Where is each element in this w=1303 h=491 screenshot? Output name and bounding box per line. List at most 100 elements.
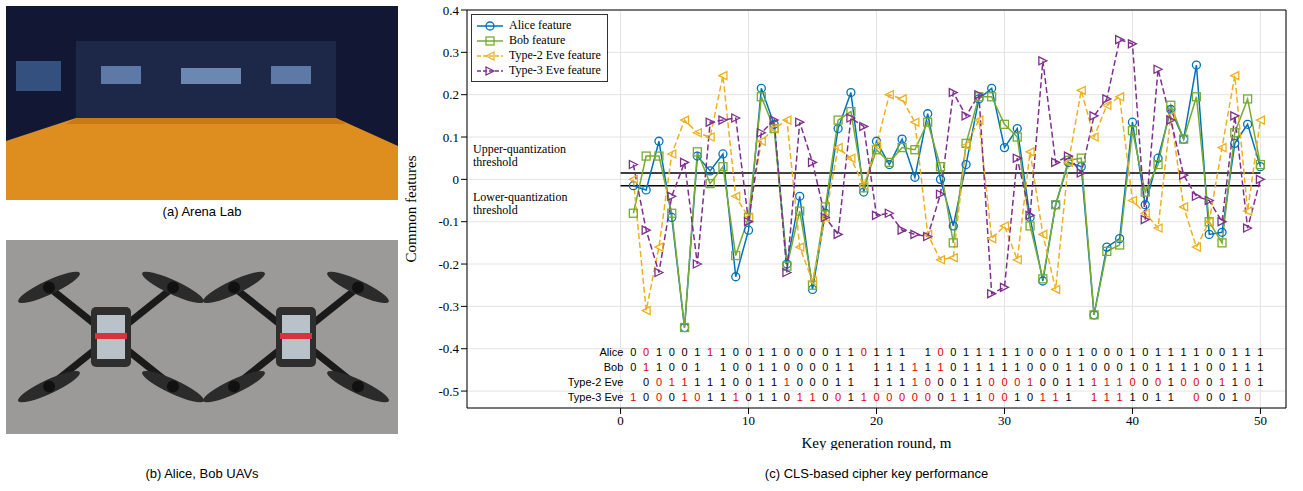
svg-text:1: 1 xyxy=(899,376,905,388)
svg-text:0: 0 xyxy=(784,346,790,358)
svg-text:1: 1 xyxy=(771,346,777,358)
svg-text:0: 0 xyxy=(1206,376,1212,388)
svg-text:0: 0 xyxy=(1104,361,1110,373)
svg-text:0: 0 xyxy=(809,376,815,388)
svg-text:1: 1 xyxy=(1027,376,1033,388)
svg-text:0: 0 xyxy=(1245,376,1251,388)
svg-text:1: 1 xyxy=(1181,361,1187,373)
svg-text:0: 0 xyxy=(694,391,700,403)
svg-text:50: 50 xyxy=(1254,413,1267,428)
svg-text:1: 1 xyxy=(656,361,662,373)
svg-text:1: 1 xyxy=(656,346,662,358)
svg-text:1: 1 xyxy=(707,376,713,388)
svg-text:1: 1 xyxy=(771,361,777,373)
svg-text:0: 0 xyxy=(950,361,956,373)
svg-text:0: 0 xyxy=(630,346,636,358)
svg-text:1: 1 xyxy=(848,376,854,388)
svg-text:0: 0 xyxy=(1219,361,1225,373)
svg-text:1: 1 xyxy=(976,376,982,388)
svg-text:1: 1 xyxy=(694,346,700,358)
svg-text:0: 0 xyxy=(733,376,739,388)
svg-text:1: 1 xyxy=(1065,376,1071,388)
svg-text:0: 0 xyxy=(822,391,828,403)
svg-text:1: 1 xyxy=(989,361,995,373)
svg-text:0: 0 xyxy=(669,361,675,373)
svg-text:1: 1 xyxy=(1078,346,1084,358)
svg-text:1: 1 xyxy=(950,391,956,403)
svg-text:0: 0 xyxy=(745,376,751,388)
svg-text:1: 1 xyxy=(1219,376,1225,388)
svg-text:20: 20 xyxy=(870,413,883,428)
svg-text:1: 1 xyxy=(733,391,739,403)
svg-text:1: 1 xyxy=(707,391,713,403)
svg-text:1: 1 xyxy=(937,361,943,373)
svg-text:1: 1 xyxy=(1155,361,1161,373)
svg-text:1: 1 xyxy=(797,391,803,403)
svg-text:30: 30 xyxy=(998,413,1011,428)
svg-text:1: 1 xyxy=(758,361,764,373)
svg-text:1: 1 xyxy=(1001,346,1007,358)
svg-text:0: 0 xyxy=(1219,346,1225,358)
svg-text:0: 0 xyxy=(1053,376,1059,388)
svg-text:1: 1 xyxy=(1245,361,1251,373)
svg-text:0: 0 xyxy=(681,361,687,373)
svg-text:0: 0 xyxy=(835,391,841,403)
svg-text:0: 0 xyxy=(1001,376,1007,388)
svg-text:0: 0 xyxy=(1129,376,1135,388)
svg-text:0: 0 xyxy=(950,376,956,388)
svg-text:1: 1 xyxy=(1104,391,1110,403)
svg-text:1: 1 xyxy=(758,376,764,388)
svg-text:Type-2 Eve: Type-2 Eve xyxy=(568,376,624,388)
svg-text:1: 1 xyxy=(1078,376,1084,388)
svg-text:0: 0 xyxy=(1104,346,1110,358)
svg-text:0: 0 xyxy=(1027,391,1033,403)
svg-text:1: 1 xyxy=(1181,346,1187,358)
svg-text:1: 1 xyxy=(899,346,905,358)
svg-text:0.4: 0.4 xyxy=(443,3,460,18)
svg-text:1: 1 xyxy=(1155,346,1161,358)
svg-text:0: 0 xyxy=(681,346,687,358)
svg-text:0: 0 xyxy=(989,376,995,388)
svg-text:1: 1 xyxy=(809,391,815,403)
svg-text:0: 0 xyxy=(1117,346,1123,358)
svg-text:1: 1 xyxy=(886,346,892,358)
svg-text:-0.3: -0.3 xyxy=(438,299,459,314)
svg-text:Common features: Common features xyxy=(403,155,419,262)
svg-text:0: 0 xyxy=(937,376,943,388)
svg-text:0: 0 xyxy=(861,346,867,358)
svg-text:1: 1 xyxy=(630,391,636,403)
svg-text:Key generation round, m: Key generation round, m xyxy=(802,435,952,450)
svg-text:0: 0 xyxy=(1193,376,1199,388)
svg-text:1: 1 xyxy=(1129,361,1135,373)
svg-text:0: 0 xyxy=(745,346,751,358)
svg-text:1: 1 xyxy=(1257,361,1263,373)
svg-text:1: 1 xyxy=(873,346,879,358)
svg-text:40: 40 xyxy=(1126,413,1139,428)
svg-text:1: 1 xyxy=(643,361,649,373)
svg-text:0: 0 xyxy=(784,361,790,373)
svg-text:1: 1 xyxy=(976,391,982,403)
svg-text:0: 0 xyxy=(1142,361,1148,373)
svg-text:1: 1 xyxy=(1117,376,1123,388)
svg-text:0: 0 xyxy=(1027,346,1033,358)
svg-text:0: 0 xyxy=(822,361,828,373)
svg-text:1: 1 xyxy=(681,376,687,388)
svg-text:0.1: 0.1 xyxy=(443,130,459,145)
svg-text:1: 1 xyxy=(925,361,931,373)
svg-text:0: 0 xyxy=(733,361,739,373)
svg-text:1: 1 xyxy=(669,376,675,388)
svg-text:0: 0 xyxy=(809,346,815,358)
svg-text:1: 1 xyxy=(963,361,969,373)
svg-text:1: 1 xyxy=(912,376,918,388)
svg-text:0: 0 xyxy=(453,172,460,187)
svg-text:1: 1 xyxy=(835,376,841,388)
svg-text:1: 1 xyxy=(963,391,969,403)
svg-text:1: 1 xyxy=(963,376,969,388)
svg-text:Alice: Alice xyxy=(600,346,624,358)
svg-text:0: 0 xyxy=(1142,391,1148,403)
svg-text:0: 0 xyxy=(950,346,956,358)
svg-text:1: 1 xyxy=(976,361,982,373)
svg-text:0: 0 xyxy=(925,376,931,388)
svg-text:0.3: 0.3 xyxy=(443,45,459,60)
svg-text:1: 1 xyxy=(1168,391,1174,403)
